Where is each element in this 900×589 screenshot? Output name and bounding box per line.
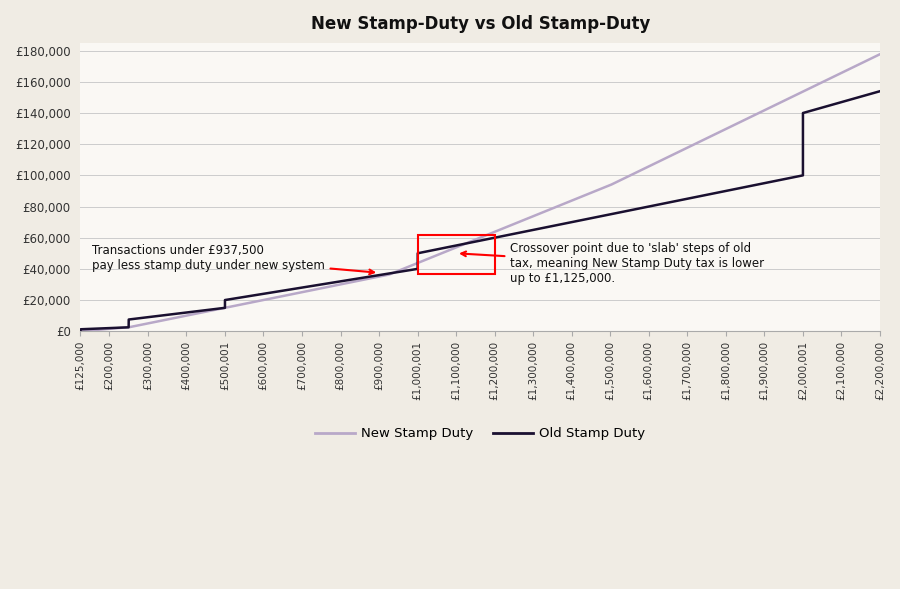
Old Stamp Duty bbox=[828, 101, 839, 108]
Old Stamp Duty bbox=[617, 209, 628, 216]
Old Stamp Duty bbox=[875, 88, 886, 95]
Old Stamp Duty bbox=[862, 91, 873, 98]
Text: Transactions under £937,500
pay less stamp duty under new system: Transactions under £937,500 pay less sta… bbox=[92, 244, 374, 274]
Bar bbox=[418, 234, 495, 273]
New Stamp Duty bbox=[213, 306, 224, 313]
Text: Crossover point due to 'slab' steps of old
tax, meaning New Stamp Duty tax is lo: Crossover point due to 'slab' steps of o… bbox=[462, 243, 764, 286]
New Stamp Duty bbox=[417, 258, 428, 265]
Line: New Stamp Duty: New Stamp Duty bbox=[80, 54, 880, 331]
New Stamp Duty bbox=[859, 58, 869, 65]
New Stamp Duty bbox=[773, 100, 784, 107]
New Stamp Duty bbox=[382, 272, 392, 279]
Old Stamp Duty bbox=[364, 273, 374, 280]
Line: Old Stamp Duty: Old Stamp Duty bbox=[80, 91, 880, 331]
New Stamp Duty bbox=[166, 315, 177, 322]
Old Stamp Duty bbox=[292, 285, 302, 292]
Title: New Stamp-Duty vs Old Stamp-Duty: New Stamp-Duty vs Old Stamp-Duty bbox=[310, 15, 650, 33]
New Stamp Duty bbox=[875, 51, 886, 58]
Legend: New Stamp Duty, Old Stamp Duty: New Stamp Duty, Old Stamp Duty bbox=[310, 422, 651, 446]
New Stamp Duty bbox=[75, 327, 86, 335]
Old Stamp Duty bbox=[75, 327, 86, 335]
Old Stamp Duty bbox=[287, 286, 298, 293]
